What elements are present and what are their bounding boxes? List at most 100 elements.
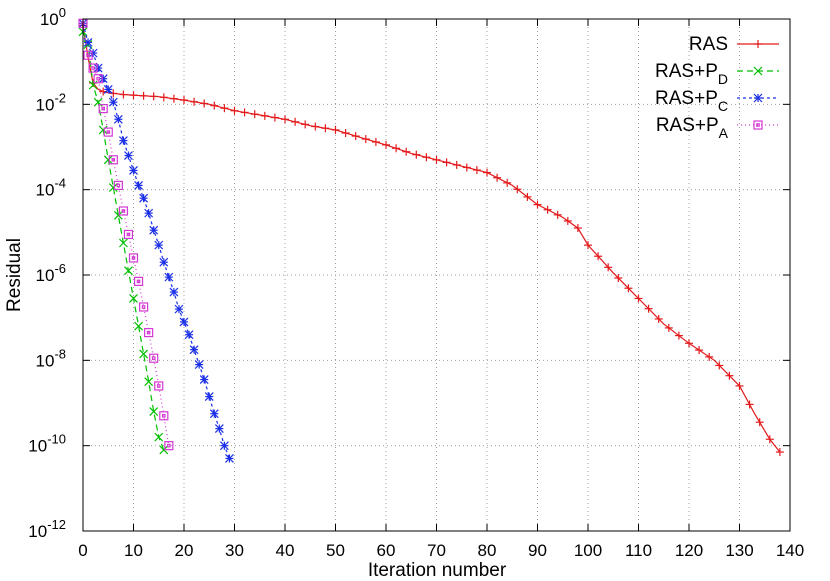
data-point [189, 345, 199, 355]
data-point [543, 205, 552, 214]
data-point [118, 136, 128, 146]
y-tick-label: 10-12 [28, 517, 66, 541]
series-ras-pa [78, 18, 174, 451]
data-point [144, 377, 154, 387]
data-point [503, 178, 512, 187]
data-point [108, 155, 118, 165]
data-point [134, 321, 143, 331]
y-tick-label: 10-2 [36, 90, 66, 114]
data-point [483, 168, 491, 177]
data-point [382, 140, 390, 149]
data-point [432, 155, 441, 164]
data-point [129, 91, 138, 100]
y-axis-label: Residual [4, 238, 25, 312]
data-point [695, 346, 704, 355]
data-point [134, 180, 143, 190]
data-point [331, 125, 340, 134]
data-point [164, 441, 174, 451]
data-point [725, 371, 734, 380]
data-point [129, 294, 138, 303]
data-point [149, 225, 159, 235]
data-point [604, 263, 613, 272]
data-point [133, 276, 144, 286]
x-tick-label: 70 [427, 541, 446, 560]
data-point [103, 155, 113, 165]
data-point [584, 241, 592, 250]
data-point [210, 101, 219, 110]
x-tick-label: 80 [478, 541, 497, 560]
data-point [123, 229, 134, 240]
data-point [154, 240, 164, 250]
data-point [124, 151, 133, 160]
data-point [614, 273, 623, 282]
data-point [735, 381, 744, 390]
data-point [755, 418, 764, 427]
data-point [190, 97, 199, 106]
data-point [159, 93, 168, 102]
data-point [765, 435, 774, 444]
data-point [113, 210, 123, 220]
data-point [154, 381, 164, 391]
y-tick-label: 100 [40, 5, 66, 29]
data-point [351, 132, 360, 141]
data-point [209, 409, 219, 419]
data-point [93, 63, 103, 73]
data-point [93, 74, 103, 84]
x-tick-label: 50 [326, 541, 345, 560]
data-point [513, 185, 522, 194]
data-point [361, 135, 370, 144]
data-point [149, 407, 159, 416]
y-tick-label: 10-4 [36, 176, 66, 200]
data-point [745, 400, 754, 409]
data-point [270, 113, 279, 122]
data-point [139, 302, 149, 312]
data-point [139, 193, 149, 203]
data-point [563, 216, 572, 225]
legend-label: RAS+PD [655, 61, 728, 87]
data-point [103, 84, 113, 94]
data-point [88, 48, 98, 58]
data-point [392, 144, 401, 153]
data-point [109, 89, 118, 98]
data-point [103, 127, 113, 137]
data-point [169, 287, 179, 297]
data-point [139, 349, 149, 359]
data-point [753, 66, 763, 76]
legend-item: RAS+PC [655, 88, 779, 114]
y-tick-label: 10-10 [28, 432, 66, 456]
data-point [164, 272, 174, 282]
data-point [174, 304, 184, 314]
data-point [184, 330, 194, 340]
data-point [654, 314, 663, 323]
x-tick-label: 0 [78, 541, 87, 560]
data-point [108, 97, 118, 107]
series-ras-pc [78, 18, 234, 463]
data-point [83, 50, 93, 60]
data-point [311, 122, 320, 131]
data-point [113, 180, 123, 190]
data-point [129, 166, 138, 175]
data-point [119, 90, 128, 99]
data-point [685, 339, 693, 348]
data-point [230, 106, 239, 115]
data-point [281, 115, 289, 124]
data-point [321, 124, 330, 133]
data-point [452, 160, 461, 169]
data-point [139, 91, 148, 100]
data-point [180, 96, 188, 105]
data-point [200, 99, 209, 108]
data-point [118, 238, 128, 248]
data-point [301, 120, 310, 129]
x-tick-label: 110 [625, 541, 652, 560]
data-point [472, 166, 481, 175]
data-point [644, 304, 653, 313]
tick-labels: 0 10 20 30 40 50 60 70 80 90 100 110 120 130 140 100 10-… [28, 5, 804, 560]
data-point [523, 192, 532, 201]
data-point [553, 210, 562, 219]
data-point [402, 147, 411, 156]
data-point [754, 40, 762, 48]
legend-label: RAS+PC [655, 88, 728, 114]
y-tick-label: 10-8 [36, 346, 66, 370]
legend-item: RAS [689, 34, 779, 55]
